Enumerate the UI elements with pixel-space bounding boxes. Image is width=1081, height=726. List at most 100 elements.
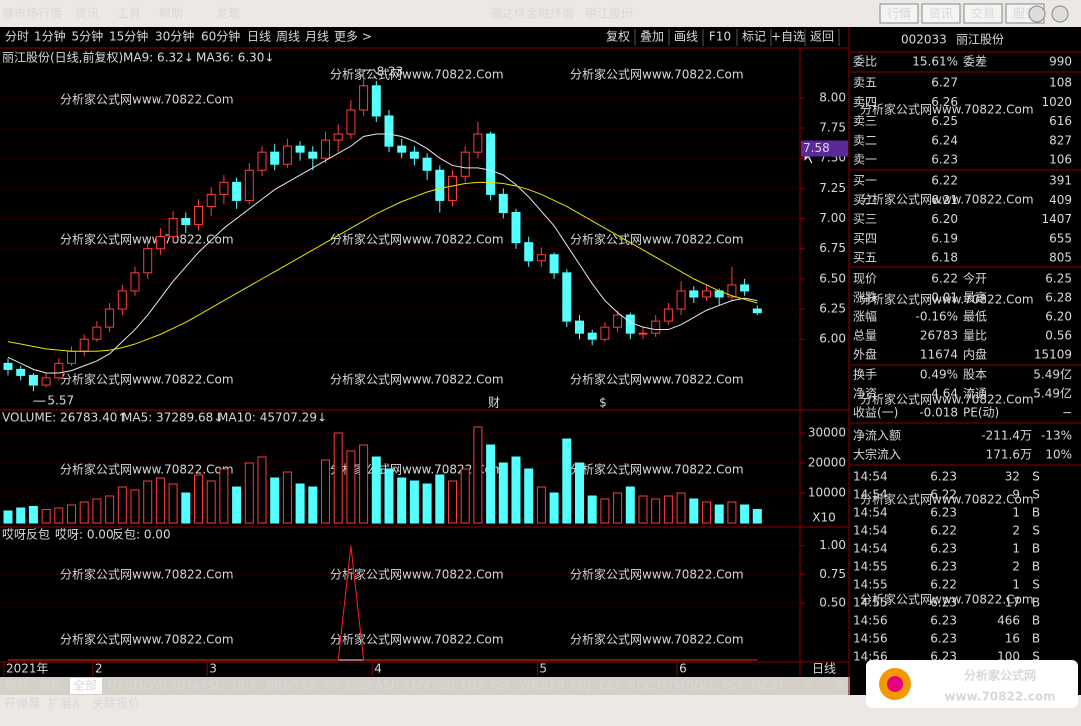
tab-button[interactable]: 0: [836, 679, 844, 693]
indicator-tab[interactable]: 模板: [39, 679, 63, 693]
indicator-tab[interactable]: DMA: [172, 679, 201, 693]
menu-button-label[interactable]: 资讯: [929, 7, 953, 21]
period-tab[interactable]: 日线: [247, 30, 271, 44]
candle-body: [448, 175, 457, 201]
ma-line: [7, 181, 758, 352]
volume-bar: [295, 483, 305, 524]
indicator-tab[interactable]: RSI: [490, 679, 510, 693]
tool-button[interactable]: 返回: [810, 30, 834, 44]
volume-bar: [549, 492, 559, 524]
tick-volume: 17: [1005, 596, 1020, 610]
tab-button[interactable]: +: [803, 679, 813, 693]
tool-button[interactable]: +自选: [771, 30, 805, 44]
tab-button[interactable]: -: [822, 679, 826, 693]
period-tab[interactable]: 15分钟: [109, 29, 148, 44]
indicator-tab[interactable]: MTM: [657, 679, 685, 693]
tool-button[interactable]: 复权: [606, 30, 630, 44]
candle-body: [562, 272, 572, 322]
menu-button[interactable]: [879, 3, 919, 24]
period-tab[interactable]: 周线: [276, 30, 300, 44]
window-button[interactable]: [1051, 5, 1069, 23]
indicator-tab[interactable]: ASI: [375, 679, 394, 693]
indicator-tab[interactable]: FSL: [201, 679, 222, 693]
candle-body: [92, 326, 102, 340]
tick-side: S: [1032, 488, 1040, 502]
indicator-tab[interactable]: 指标: [5, 678, 29, 693]
tick-side: B: [1032, 632, 1040, 646]
menu-item[interactable]: 展市场行情: [2, 6, 62, 21]
candle-body: [600, 326, 610, 340]
footer-item[interactable]: 开弹幕: [4, 697, 40, 711]
tool-button[interactable]: 叠加: [640, 30, 664, 44]
label: 净资: [853, 387, 877, 401]
watermark: 分析家公式网www.70822.Com: [330, 372, 504, 387]
indicator-tab[interactable]: VOL-TDX: [433, 679, 485, 693]
menu-button-label[interactable]: 行情: [887, 7, 911, 21]
candle-body: [232, 181, 242, 201]
tool-button[interactable]: 标记: [742, 30, 766, 44]
menu-button-label[interactable]: 交易: [971, 6, 995, 21]
legend-item: 哎呀: 0.00: [55, 528, 114, 542]
indicator-tab[interactable]: MCST: [751, 679, 785, 693]
candle-body: [575, 320, 584, 334]
book-price: 6.19: [931, 231, 958, 245]
footer-item[interactable]: 关联报价: [92, 696, 140, 711]
candle-body: [371, 85, 381, 117]
indicator-tab[interactable]: CR: [302, 679, 319, 693]
period-tab[interactable]: 更多 >: [334, 30, 372, 44]
indicator-tab[interactable]: BOLL: [686, 679, 717, 693]
footer-item[interactable]: 扩展∧: [48, 697, 81, 711]
indicator-tab[interactable]: OBV: [346, 679, 372, 693]
tool-button[interactable]: 画线: [674, 30, 698, 44]
indicator-tab[interactable]: SAR: [541, 679, 565, 693]
menu-item[interactable]: 发现: [216, 6, 240, 21]
indicator-tab[interactable]: CCI: [599, 679, 619, 693]
tick-time: 14:56: [853, 632, 888, 646]
menu-button[interactable]: [963, 3, 1003, 24]
indicator-tab[interactable]: KDJ: [570, 679, 591, 693]
book-label: 买四: [853, 231, 877, 245]
indicator-tab[interactable]: WR: [519, 679, 539, 693]
menu-item[interactable]: 帮助: [159, 7, 183, 21]
legend-item: MA9: 6.32↓: [123, 51, 194, 65]
indicator-tab[interactable]: PSY: [722, 679, 745, 693]
volume-bar: [28, 506, 38, 524]
menu-button[interactable]: [921, 3, 961, 24]
indicator-tab[interactable]: TRIX: [229, 679, 257, 693]
book-volume: 1407: [1041, 212, 1072, 226]
candle-body: [16, 368, 26, 376]
candle-body: [384, 115, 394, 147]
menu-item[interactable]: 工具: [117, 7, 141, 21]
indicator-tab[interactable]: MACD: [107, 679, 143, 693]
candle-body: [486, 133, 496, 195]
watermark: 分析家公式网www.70822.Com: [60, 92, 234, 107]
book-volume: 106: [1049, 153, 1072, 167]
indicator-tab[interactable]: DMI: [143, 679, 166, 693]
period-tab[interactable]: 60分钟: [201, 29, 240, 44]
watermark: 分析家公式网www.70822.Com: [60, 632, 234, 647]
tick-volume: 1: [1012, 578, 1020, 592]
candle-body: [473, 133, 483, 153]
period-tab[interactable]: 5分钟: [72, 29, 104, 44]
tick-time: 14:54: [853, 488, 888, 502]
period-tab[interactable]: 30分钟: [155, 29, 194, 44]
menu-item[interactable]: 资讯: [75, 7, 99, 21]
period-tab[interactable]: 分时: [5, 30, 29, 44]
period-tab[interactable]: 月线: [305, 30, 329, 44]
candle-body: [752, 308, 762, 314]
y-tick-label: 7.00: [819, 211, 846, 225]
window-button[interactable]: [1028, 5, 1046, 23]
indicator-tab[interactable]: BRAR: [266, 679, 299, 693]
candle-body: [270, 151, 280, 165]
tool-button[interactable]: F10: [709, 30, 731, 44]
indicator-tab[interactable]: EMV: [404, 679, 431, 693]
indicator-tab[interactable]: ROC: [628, 679, 654, 693]
book-price: 6.25: [931, 114, 958, 128]
volume-bar: [130, 489, 140, 524]
indicator-tab[interactable]: VR: [324, 679, 341, 693]
period-tab[interactable]: 1分钟: [34, 29, 66, 44]
volume-bar: [740, 504, 750, 524]
indicator-tab[interactable]: 全部: [73, 678, 97, 693]
candle-body: [130, 272, 140, 292]
